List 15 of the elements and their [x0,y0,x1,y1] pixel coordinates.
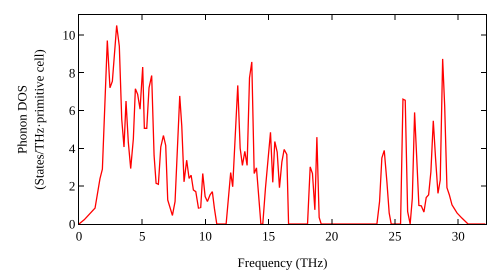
y-tick-label: 8 [68,65,76,80]
y-tick-label: 4 [68,140,76,156]
y-tick-label: 0 [68,216,76,232]
x-tick-label: 30 [452,228,465,244]
y-tick-label: 6 [68,103,76,118]
y-tick-label: 10 [62,27,76,42]
y-tick-label: 2 [68,178,76,194]
x-tick-label: 25 [388,228,402,244]
x-tick-label: 15 [262,228,276,244]
x-axis-title: Frequency (THz) [238,255,328,270]
x-tick-label: 5 [138,228,146,244]
x-tick-label: 10 [198,228,212,244]
y-axis-title: Phonon DOS (States/THz·primitive cell) [14,49,46,190]
line-series [79,24,486,224]
x-tick-label: 20 [325,228,338,244]
